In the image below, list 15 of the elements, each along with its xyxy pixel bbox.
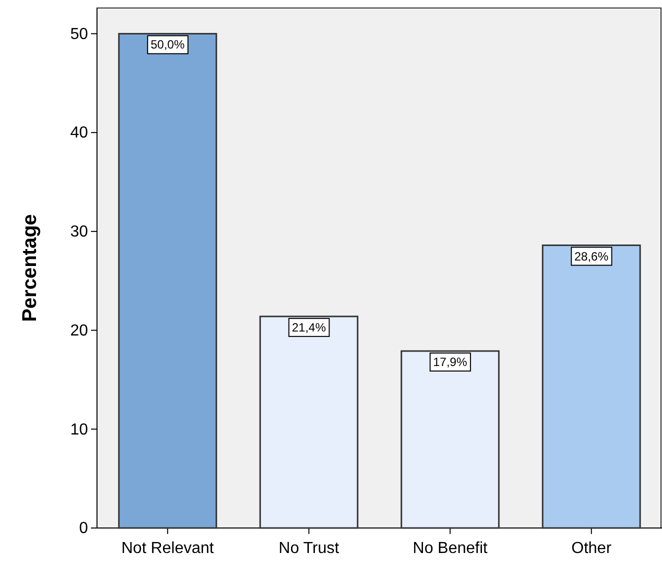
- y-tick-label: 20: [70, 322, 88, 340]
- x-tick-label: No Trust: [278, 540, 340, 557]
- y-tick-label: 10: [70, 421, 88, 438]
- y-tick-label: 40: [70, 124, 88, 142]
- y-tick-label: 50: [70, 26, 88, 43]
- data-label: 17,9%: [433, 355, 468, 370]
- y-tick-label: 0: [79, 520, 88, 538]
- data-label: 28,6%: [574, 249, 609, 264]
- data-label: 50,0%: [150, 38, 185, 52]
- x-tick-label: Not Relevant: [121, 540, 214, 557]
- data-label: 21,4%: [292, 320, 326, 334]
- x-tick-label: No Benefit: [412, 540, 488, 557]
- x-tick-label: Other: [571, 540, 612, 557]
- y-axis-title: Percentage: [19, 214, 41, 322]
- y-tick-label: 30: [70, 224, 88, 241]
